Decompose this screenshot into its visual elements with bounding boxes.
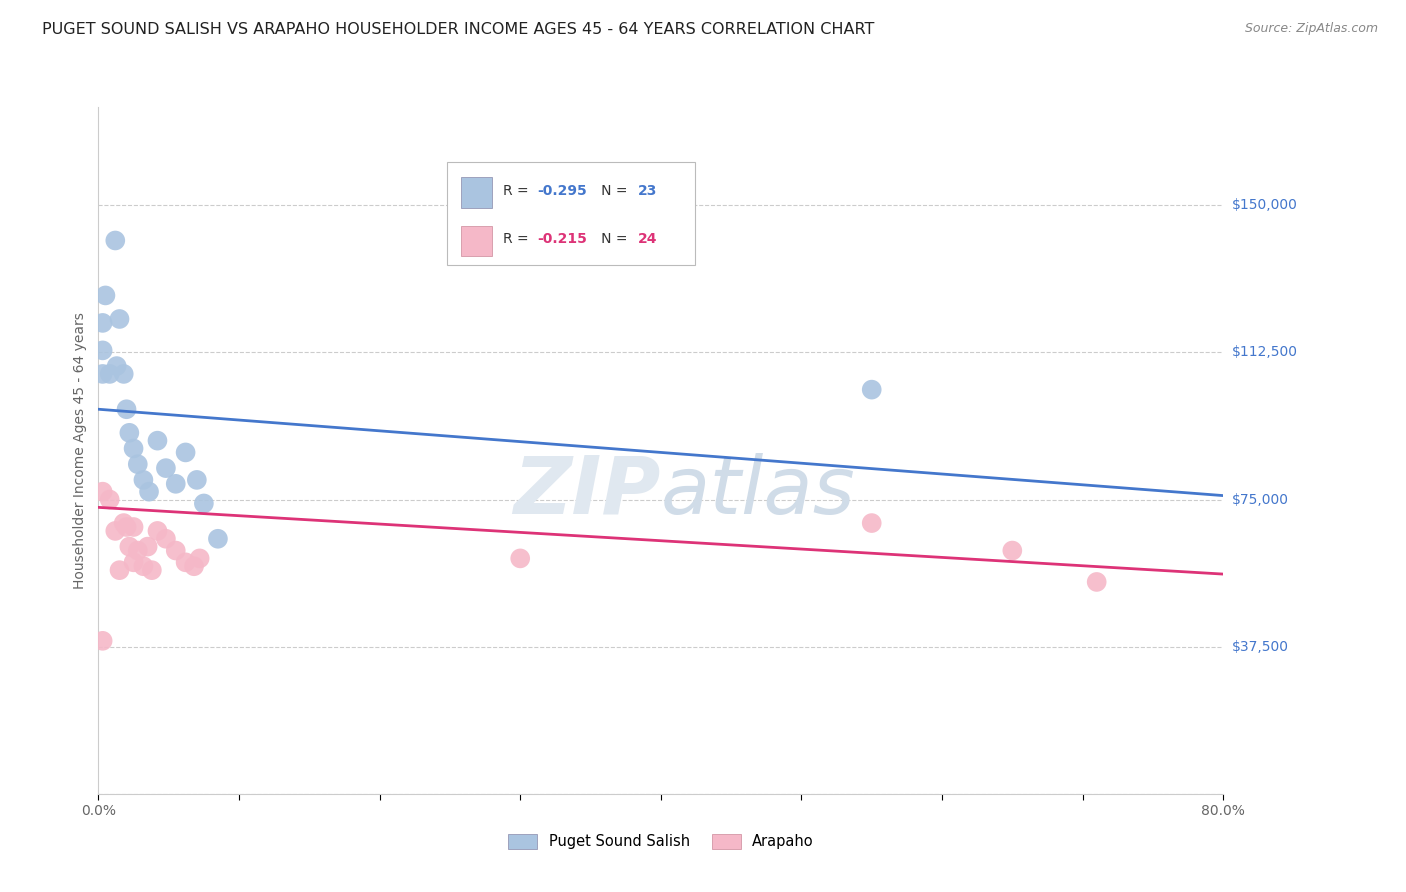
Text: N =: N = — [588, 232, 631, 246]
Point — [509, 551, 531, 566]
Point — [141, 563, 163, 577]
Text: 23: 23 — [638, 184, 658, 198]
Point — [193, 496, 215, 510]
Text: $112,500: $112,500 — [1232, 345, 1298, 359]
Point — [112, 367, 135, 381]
Point — [165, 476, 187, 491]
Point — [860, 383, 883, 397]
Point — [155, 532, 177, 546]
Point — [122, 442, 145, 456]
Text: R =: R = — [503, 184, 533, 198]
Point — [186, 473, 208, 487]
Text: R =: R = — [503, 232, 533, 246]
Point — [91, 367, 114, 381]
Point — [98, 367, 121, 381]
Point — [118, 425, 141, 440]
FancyBboxPatch shape — [461, 178, 492, 208]
Point — [104, 234, 127, 248]
Point — [108, 312, 131, 326]
Point — [127, 543, 149, 558]
Text: $150,000: $150,000 — [1232, 198, 1298, 212]
Point — [136, 540, 159, 554]
Point — [105, 359, 128, 373]
FancyBboxPatch shape — [461, 226, 492, 256]
Point — [188, 551, 211, 566]
Text: $75,000: $75,000 — [1232, 492, 1288, 507]
Text: -0.295: -0.295 — [537, 184, 586, 198]
Point — [127, 457, 149, 471]
Point — [115, 520, 138, 534]
Point — [155, 461, 177, 475]
Text: 24: 24 — [638, 232, 658, 246]
Point — [122, 555, 145, 569]
Point — [91, 316, 114, 330]
Point — [132, 559, 155, 574]
Point — [122, 520, 145, 534]
Text: PUGET SOUND SALISH VS ARAPAHO HOUSEHOLDER INCOME AGES 45 - 64 YEARS CORRELATION : PUGET SOUND SALISH VS ARAPAHO HOUSEHOLDE… — [42, 22, 875, 37]
Point — [91, 484, 114, 499]
Legend: Puget Sound Salish, Arapaho: Puget Sound Salish, Arapaho — [502, 828, 820, 855]
Point — [860, 516, 883, 530]
Point — [91, 343, 114, 358]
Point — [1085, 574, 1108, 589]
Text: -0.215: -0.215 — [537, 232, 586, 246]
Point — [174, 445, 197, 459]
Point — [94, 288, 117, 302]
Point — [98, 492, 121, 507]
Point — [108, 563, 131, 577]
Point — [146, 434, 169, 448]
Point — [138, 484, 160, 499]
Text: $37,500: $37,500 — [1232, 640, 1288, 654]
Point — [165, 543, 187, 558]
Point — [115, 402, 138, 417]
Point — [207, 532, 229, 546]
Point — [91, 633, 114, 648]
Text: Source: ZipAtlas.com: Source: ZipAtlas.com — [1244, 22, 1378, 36]
Point — [146, 524, 169, 538]
Point — [112, 516, 135, 530]
Point — [183, 559, 205, 574]
Text: ZIP: ZIP — [513, 452, 661, 531]
Text: atlas: atlas — [661, 452, 856, 531]
Point — [118, 540, 141, 554]
Point — [1001, 543, 1024, 558]
Point — [104, 524, 127, 538]
Point — [174, 555, 197, 569]
Y-axis label: Householder Income Ages 45 - 64 years: Householder Income Ages 45 - 64 years — [73, 312, 87, 589]
FancyBboxPatch shape — [447, 162, 695, 265]
Text: N =: N = — [588, 184, 631, 198]
Point — [132, 473, 155, 487]
